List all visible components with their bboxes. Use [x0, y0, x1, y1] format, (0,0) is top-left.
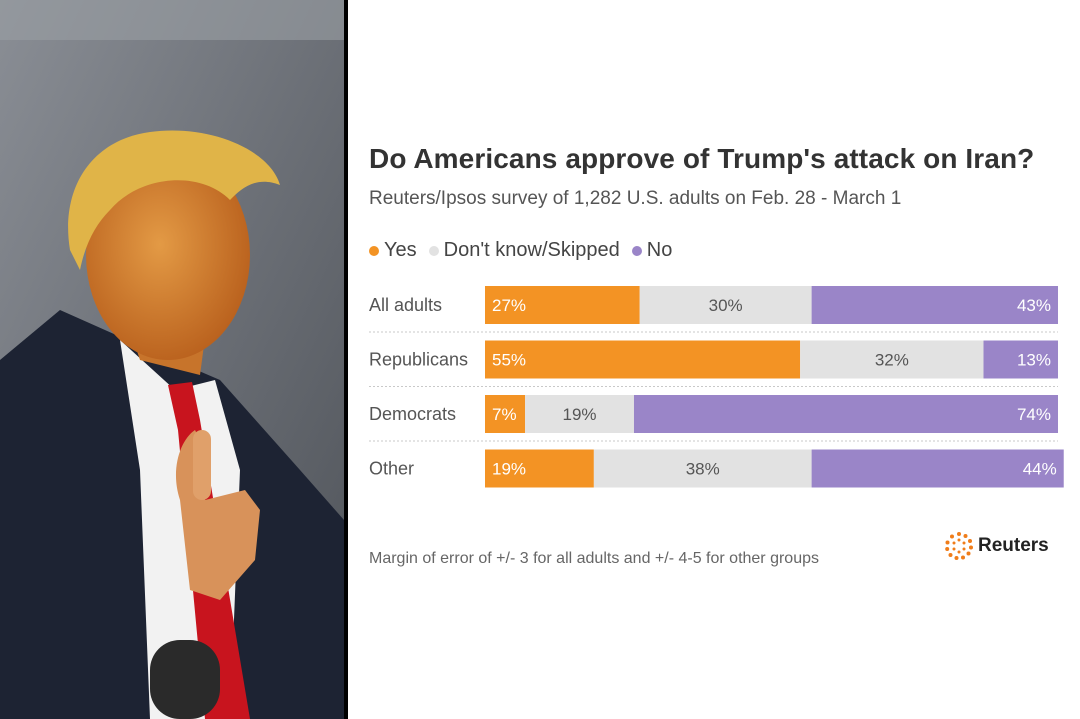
category-label: Other	[369, 459, 414, 479]
data-label: 13%	[1017, 351, 1051, 370]
bar-segment	[639, 286, 812, 324]
category-label: Republicans	[369, 350, 468, 370]
data-label: 55%	[492, 351, 526, 370]
bar-segment	[800, 340, 984, 379]
legend-item-no: No	[631, 239, 673, 262]
panel-divider	[344, 0, 348, 719]
data-label: 38%	[686, 460, 720, 479]
bar-segment	[811, 286, 1058, 324]
bar-segment	[633, 395, 1058, 433]
data-label: 43%	[1017, 296, 1051, 315]
data-label: 30%	[709, 296, 743, 315]
legend-dot-no	[631, 245, 642, 256]
stacked-bar-chart: All adults 27% 30% 43% Republicans 55% 32% 13% D…	[369, 286, 1064, 488]
category-label: Democrats	[369, 404, 456, 424]
data-label: 19%	[563, 405, 597, 424]
bar-segment	[485, 395, 526, 433]
legend-dot-dont-know	[428, 245, 439, 256]
legend-label-dont-know: Don't know/Skipped	[443, 239, 620, 261]
portrait-photo	[0, 0, 344, 719]
legend-label-yes: Yes	[384, 239, 417, 261]
chart-title: Do Americans approve of Trump's attack o…	[369, 143, 1035, 174]
data-label: 27%	[492, 296, 526, 315]
reuters-brand: Reuters	[944, 531, 1049, 561]
data-label: 7%	[492, 405, 517, 424]
bar-segment	[485, 340, 801, 379]
bar-segment	[593, 449, 812, 488]
bar-segment	[525, 395, 634, 433]
chart-panel: Do Americans approve of Trump's attack o…	[348, 0, 1080, 719]
chart-subtitle: Reuters/Ipsos survey of 1,282 U.S. adult…	[369, 188, 902, 209]
chart-footnote: Margin of error of +/- 3 for all adults …	[369, 550, 819, 567]
data-label: 32%	[875, 351, 909, 370]
legend-dot-yes	[369, 245, 379, 256]
reuters-logo-icon	[945, 532, 973, 560]
legend-item-dont-know: Don't know/Skipped	[428, 239, 620, 262]
data-label: 74%	[1017, 405, 1051, 424]
category-label: All adults	[369, 295, 442, 315]
data-label: 19%	[492, 460, 526, 479]
bar-segment	[485, 449, 594, 488]
chart-legend: Yes Don't know/Skipped No	[369, 239, 684, 262]
bar-segment	[983, 340, 1058, 379]
bar-segment	[811, 449, 1064, 488]
legend-item-yes: Yes	[369, 239, 417, 262]
bar-segment	[485, 286, 640, 324]
portrait-illustration	[0, 0, 344, 719]
reuters-brand-label: Reuters	[978, 535, 1049, 556]
legend-label-no: No	[646, 239, 673, 261]
data-label: 44%	[1023, 460, 1057, 479]
